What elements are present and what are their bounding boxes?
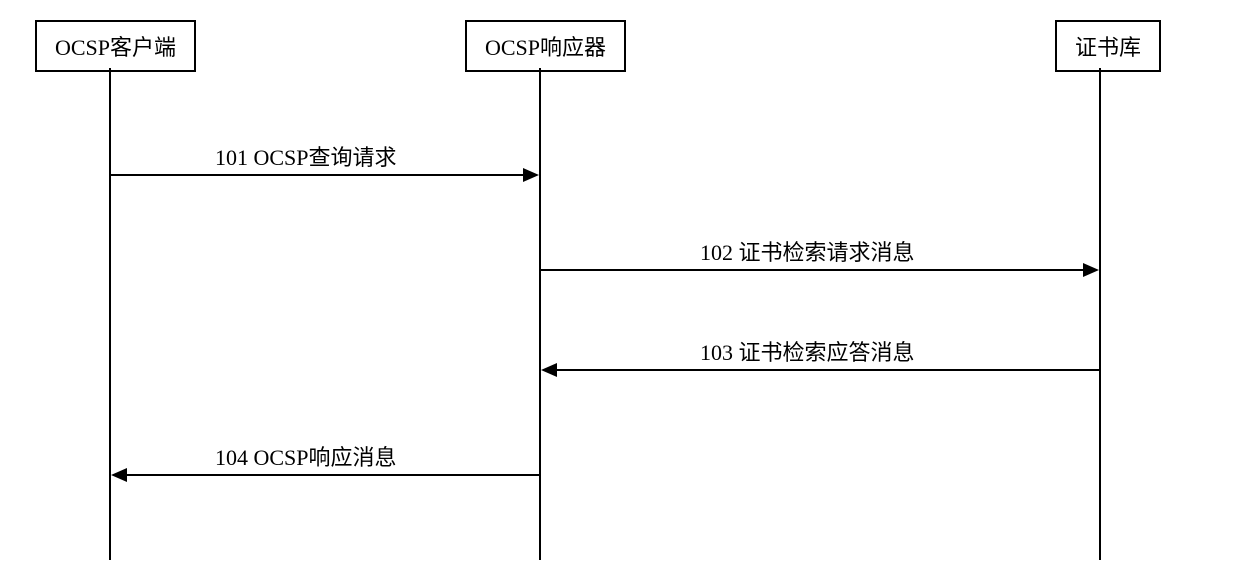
participant-responder-label: OCSP响应器 xyxy=(485,35,606,60)
message-104-label: 104 OCSP响应消息 xyxy=(215,440,397,472)
lifeline-responder xyxy=(539,68,541,560)
message-104-line xyxy=(125,474,539,476)
participant-store: 证书库 xyxy=(1055,20,1161,72)
message-103-arrow-icon xyxy=(541,363,557,377)
message-102-line xyxy=(541,269,1085,271)
lifeline-client xyxy=(109,68,111,560)
sequence-diagram: OCSP客户端 OCSP响应器 证书库 101 OCSP查询请求 102 证书检… xyxy=(0,0,1240,578)
message-101-label: 101 OCSP查询请求 xyxy=(215,140,397,172)
participant-client: OCSP客户端 xyxy=(35,20,196,72)
message-101-arrow-icon xyxy=(523,168,539,182)
participant-client-label: OCSP客户端 xyxy=(55,35,176,60)
message-102-label: 102 证书检索请求消息 xyxy=(700,235,915,267)
participant-responder: OCSP响应器 xyxy=(465,20,626,72)
message-104-arrow-icon xyxy=(111,468,127,482)
message-103-line xyxy=(555,369,1099,371)
participant-store-label: 证书库 xyxy=(1075,35,1141,60)
message-103-label: 103 证书检索应答消息 xyxy=(700,335,915,367)
message-101-line xyxy=(111,174,525,176)
lifeline-store xyxy=(1099,68,1101,560)
message-102-arrow-icon xyxy=(1083,263,1099,277)
